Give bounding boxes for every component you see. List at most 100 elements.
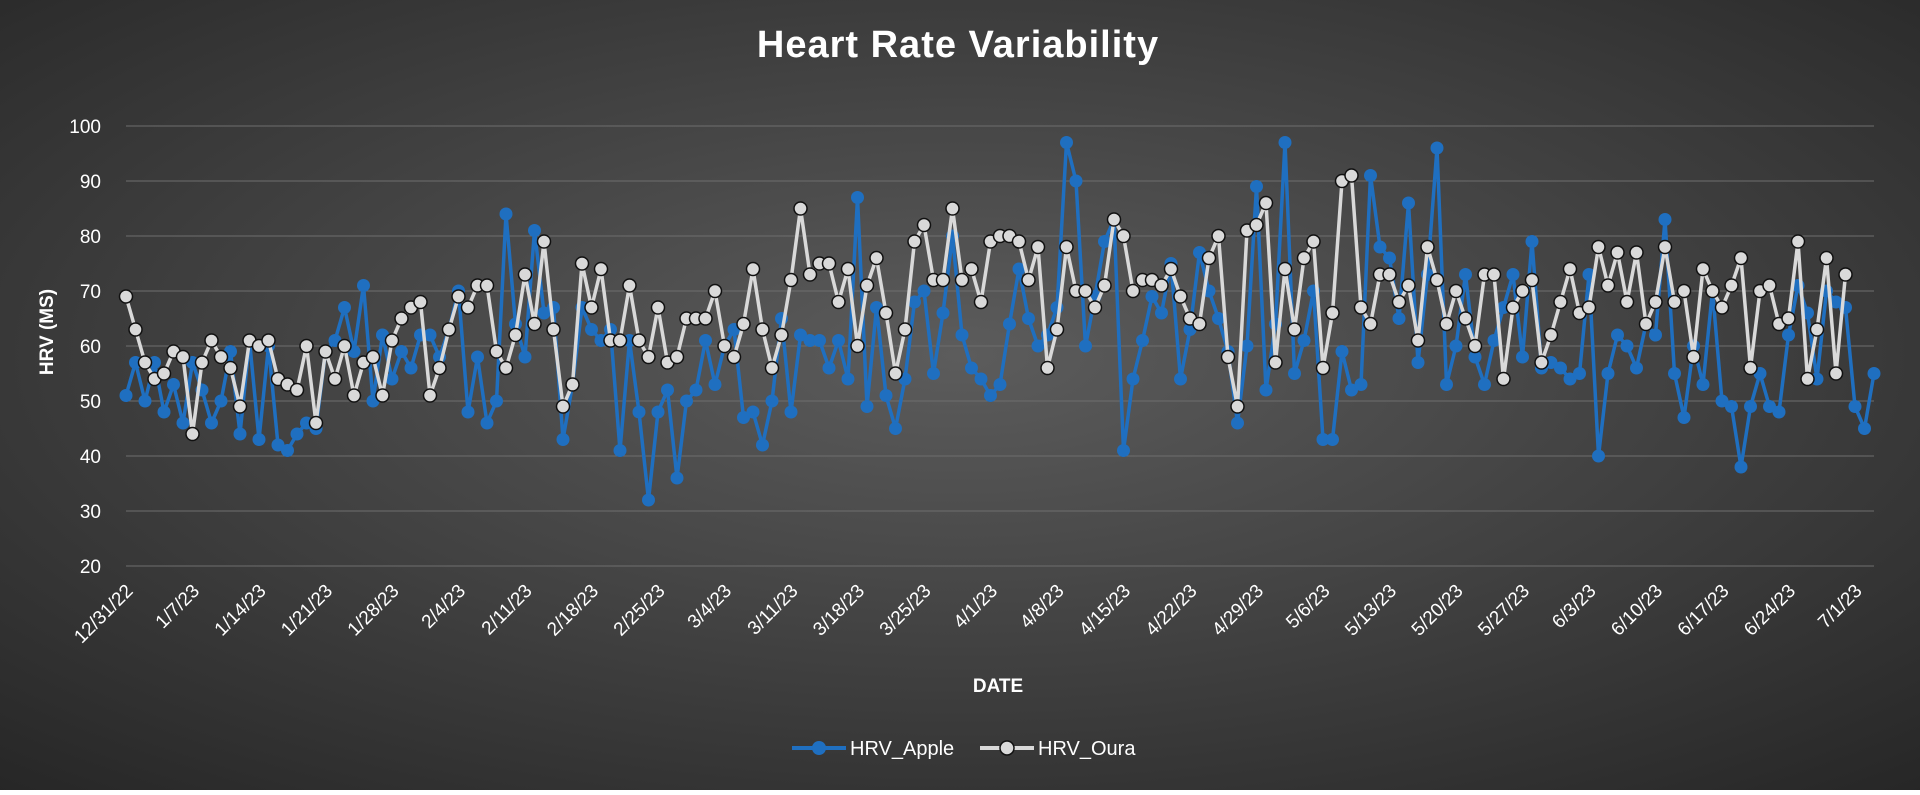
data-point[interactable] (422, 388, 438, 403)
data-point[interactable] (1553, 294, 1568, 310)
data-point[interactable] (1772, 405, 1786, 419)
data-point[interactable] (1316, 433, 1330, 446)
data-point[interactable] (832, 334, 845, 347)
data-point[interactable] (1212, 312, 1225, 325)
data-point[interactable] (908, 295, 921, 309)
data-point[interactable] (1668, 367, 1681, 380)
data-point[interactable] (1762, 278, 1777, 293)
data-point[interactable] (984, 389, 997, 402)
data-point[interactable] (1667, 294, 1682, 310)
data-point[interactable] (1657, 239, 1673, 255)
data-point[interactable] (185, 426, 200, 442)
data-point[interactable] (480, 416, 494, 430)
data-point[interactable] (917, 284, 931, 298)
data-point[interactable] (813, 334, 826, 347)
data-point[interactable] (365, 349, 381, 365)
data-point[interactable] (756, 438, 769, 452)
data-point[interactable] (194, 355, 210, 370)
data-point[interactable] (1040, 360, 1055, 376)
data-point[interactable] (233, 427, 247, 441)
data-point[interactable] (669, 349, 685, 365)
data-point[interactable] (1097, 278, 1112, 293)
data-point[interactable] (821, 256, 837, 271)
data-point[interactable] (1079, 339, 1092, 353)
data-point[interactable] (585, 323, 598, 336)
data-point[interactable] (1145, 290, 1159, 303)
data-point[interactable] (888, 366, 903, 381)
data-point[interactable] (395, 345, 408, 358)
data-point[interactable] (1496, 371, 1511, 387)
data-point[interactable] (337, 338, 352, 354)
data-point[interactable] (1173, 289, 1188, 304)
data-point[interactable] (460, 300, 476, 315)
data-point[interactable] (1098, 235, 1111, 248)
data-point[interactable] (612, 333, 628, 348)
data-point[interactable] (490, 394, 503, 408)
data-point[interactable] (1250, 180, 1263, 193)
data-point[interactable] (138, 394, 152, 408)
data-point[interactable] (1411, 356, 1425, 369)
data-point[interactable] (850, 338, 865, 354)
data-point[interactable] (965, 361, 978, 375)
data-point[interactable] (822, 361, 836, 375)
data-point[interactable] (1829, 295, 1843, 309)
data-point[interactable] (451, 289, 466, 304)
data-point[interactable] (1211, 228, 1226, 244)
data-point[interactable] (1819, 250, 1834, 266)
data-point[interactable] (869, 250, 884, 266)
data-point[interactable] (879, 389, 893, 402)
data-point[interactable] (1763, 400, 1776, 413)
data-point[interactable] (651, 405, 665, 419)
data-point[interactable] (1174, 372, 1187, 386)
data-point[interactable] (423, 328, 437, 342)
data-point[interactable] (413, 294, 428, 310)
data-point[interactable] (1573, 367, 1586, 380)
data-point[interactable] (1705, 283, 1720, 299)
data-point[interactable] (498, 360, 514, 376)
data-point[interactable] (118, 289, 134, 304)
data-point[interactable] (1800, 371, 1815, 387)
data-point[interactable] (1468, 350, 1482, 364)
data-point[interactable] (1516, 350, 1529, 364)
data-point[interactable] (831, 294, 846, 310)
data-point[interactable] (1867, 367, 1881, 380)
data-point[interactable] (1725, 400, 1738, 413)
data-point[interactable] (717, 338, 732, 354)
data-point[interactable] (261, 333, 276, 348)
data-point[interactable] (1554, 361, 1567, 375)
data-point[interactable] (1620, 339, 1634, 353)
data-point[interactable] (223, 360, 238, 376)
data-point[interactable] (232, 399, 248, 414)
data-point[interactable] (357, 279, 370, 292)
data-point[interactable] (1230, 399, 1245, 414)
data-point[interactable] (175, 349, 191, 365)
data-point[interactable] (945, 201, 960, 216)
data-point[interactable] (584, 300, 599, 315)
data-point[interactable] (794, 328, 807, 342)
data-point[interactable] (1201, 250, 1217, 266)
data-point[interactable] (707, 283, 723, 299)
data-point[interactable] (1277, 261, 1293, 277)
legend-item-oura[interactable]: HRV_Oura (980, 738, 1136, 760)
data-point[interactable] (128, 322, 143, 337)
data-point[interactable] (1459, 268, 1472, 281)
data-point[interactable] (745, 261, 761, 277)
data-point[interactable] (1049, 322, 1065, 337)
data-point[interactable] (1828, 366, 1844, 381)
data-point[interactable] (167, 378, 180, 391)
data-point[interactable] (1782, 328, 1795, 342)
data-point[interactable] (935, 272, 951, 288)
data-point[interactable] (1288, 367, 1301, 380)
data-point[interactable] (1059, 239, 1074, 255)
data-point[interactable] (936, 306, 950, 320)
data-point[interactable] (441, 322, 457, 337)
data-point[interactable] (1003, 317, 1016, 331)
data-point[interactable] (1486, 267, 1502, 282)
data-point[interactable] (1116, 228, 1131, 244)
data-point[interactable] (1117, 444, 1130, 457)
data-point[interactable] (680, 394, 693, 408)
data-point[interactable] (689, 383, 703, 397)
data-point[interactable] (993, 378, 1007, 391)
data-point[interactable] (1581, 300, 1597, 315)
data-point[interactable] (318, 344, 333, 359)
